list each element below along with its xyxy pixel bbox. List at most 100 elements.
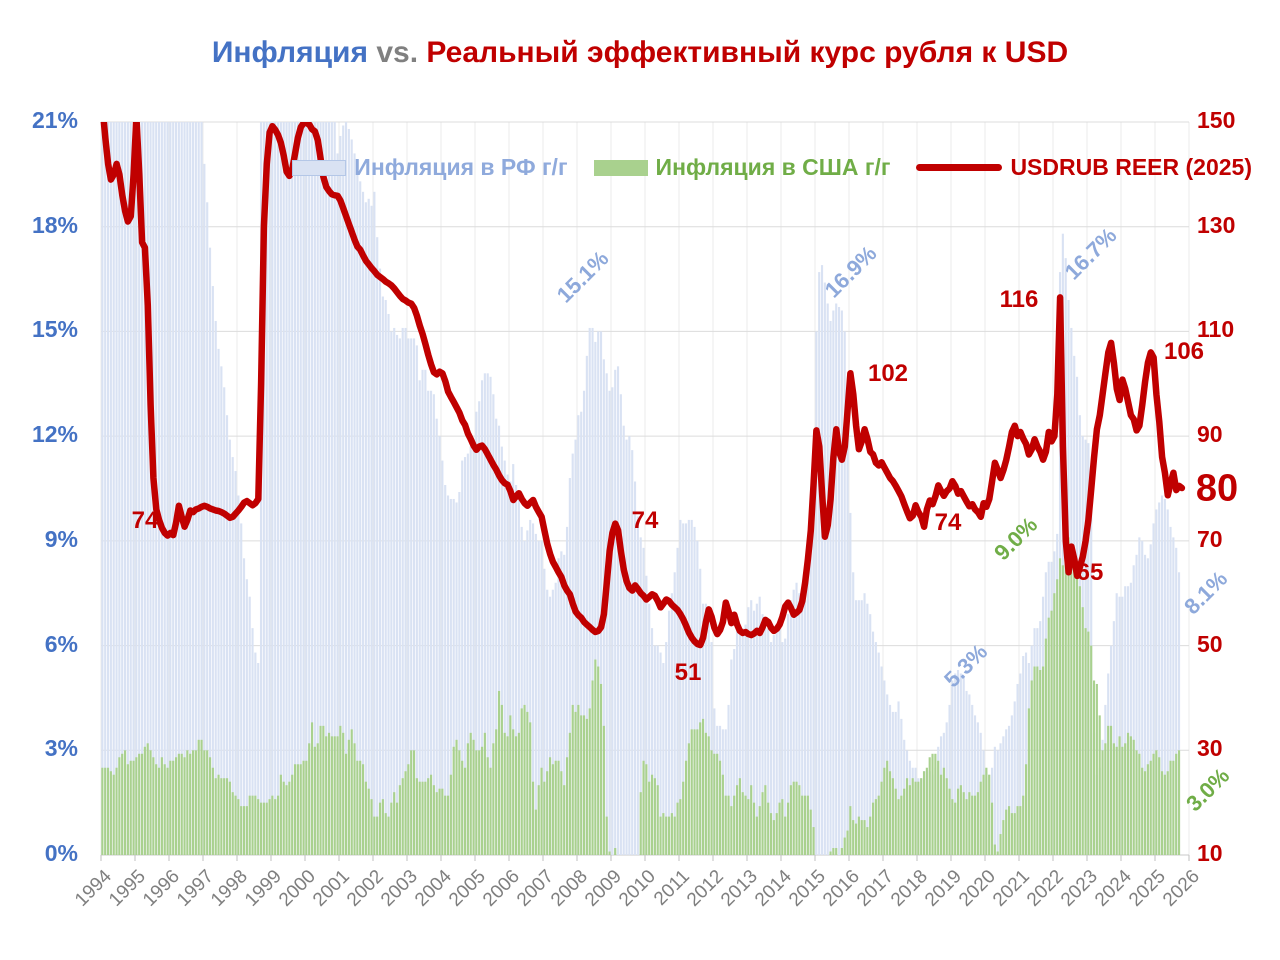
us-inflation-bar bbox=[415, 778, 418, 855]
rf-inflation-bar bbox=[832, 310, 835, 855]
rf-inflation-bar bbox=[543, 568, 546, 855]
us-inflation-bar bbox=[472, 739, 475, 855]
rf-inflation-bar bbox=[775, 628, 778, 855]
rf-inflation-bar bbox=[223, 387, 226, 855]
rf-inflation-bar bbox=[344, 122, 348, 855]
rf-inflation-bar bbox=[517, 498, 520, 855]
us-inflation-bar bbox=[1101, 750, 1104, 855]
us-inflation-bar bbox=[118, 757, 121, 855]
rf-inflation-bar bbox=[1124, 586, 1127, 855]
us-inflation-bar bbox=[1169, 760, 1172, 855]
us-inflation-bar bbox=[291, 774, 294, 855]
us-inflation-bar bbox=[248, 795, 251, 855]
rf-inflation-bar bbox=[180, 122, 183, 855]
rf-inflation-bar bbox=[452, 498, 455, 855]
rf-inflation-bar bbox=[769, 642, 773, 855]
rf-inflation-bar bbox=[684, 523, 688, 855]
rf-inflation-bar bbox=[597, 331, 600, 855]
rf-inflation-bar bbox=[1138, 537, 1141, 855]
rf-inflation-bar bbox=[1166, 509, 1169, 855]
us-inflation-bar bbox=[993, 844, 996, 855]
rf-inflation-bar bbox=[727, 704, 730, 855]
rf-inflation-bar bbox=[160, 122, 163, 855]
rf-inflation-bar bbox=[237, 495, 240, 855]
us-inflation-bar bbox=[1172, 760, 1175, 855]
rf-inflation-bar bbox=[820, 265, 824, 856]
rf-inflation-bar bbox=[194, 122, 197, 855]
us-inflation-bar bbox=[534, 809, 537, 855]
us-inflation-bar bbox=[1160, 771, 1164, 855]
rf-inflation-bar bbox=[548, 596, 552, 855]
us-inflation-bar bbox=[869, 816, 872, 855]
rf-inflation-bar bbox=[619, 394, 622, 855]
rf-inflation-bar bbox=[197, 122, 200, 855]
us-inflation-bar bbox=[582, 715, 586, 855]
us-inflation-bar bbox=[390, 802, 393, 855]
reer-line bbox=[100, 122, 1186, 649]
us-inflation-bar bbox=[537, 785, 540, 855]
rf-inflation-bar bbox=[418, 380, 421, 855]
rf-inflation-bar bbox=[390, 331, 393, 855]
us-inflation-bar bbox=[492, 743, 495, 855]
rf-inflation-bar bbox=[563, 554, 566, 855]
rf-inflation-bar bbox=[628, 436, 631, 855]
us-inflation-bar bbox=[1024, 764, 1028, 855]
us-inflation-bar bbox=[548, 757, 552, 855]
us-inflation-bar bbox=[1073, 565, 1076, 855]
us-inflation-bar bbox=[364, 781, 367, 855]
us-inflation-bar bbox=[160, 757, 163, 855]
right-axis-tick: 130 bbox=[1197, 211, 1236, 238]
us-inflation-bar bbox=[254, 795, 257, 855]
rf-inflation-bar bbox=[186, 122, 189, 855]
us-inflation-bar bbox=[427, 778, 430, 855]
rf-inflation-bar bbox=[1112, 621, 1115, 855]
us-inflation-bar bbox=[1084, 628, 1087, 855]
us-inflation-bar bbox=[1013, 813, 1016, 855]
rf-inflation-bar bbox=[288, 122, 291, 855]
rf-inflation-bar bbox=[342, 125, 345, 855]
us-inflation-bar bbox=[588, 708, 591, 855]
rf-inflation-bar bbox=[172, 122, 175, 855]
us-inflation-bar bbox=[908, 785, 911, 855]
us-inflation-bar bbox=[228, 781, 231, 855]
rf-inflation-bar bbox=[200, 122, 203, 855]
us-inflation-bar bbox=[276, 795, 280, 855]
us-inflation-bar bbox=[455, 739, 458, 855]
us-inflation-bar bbox=[894, 788, 897, 855]
rf-inflation-bar bbox=[143, 122, 146, 855]
rf-inflation-bar bbox=[319, 122, 322, 855]
rf-inflation-bar bbox=[475, 411, 478, 855]
rf-inflation-bar bbox=[616, 366, 620, 855]
us-inflation-bar bbox=[322, 725, 325, 855]
rf-inflation-bar bbox=[500, 446, 503, 855]
us-inflation-bar bbox=[135, 757, 138, 855]
us-inflation-bar bbox=[687, 743, 690, 855]
us-inflation-bar bbox=[503, 732, 506, 855]
rf-inflation-bar bbox=[806, 565, 809, 855]
rf-inflation-bar bbox=[750, 600, 753, 855]
rf-inflation-bar bbox=[466, 453, 469, 855]
us-inflation-bar bbox=[1163, 774, 1166, 855]
rf-inflation-bar bbox=[486, 373, 489, 855]
us-inflation-bar bbox=[852, 820, 855, 855]
rf-inflation-bar bbox=[163, 122, 166, 855]
rf-inflation-bar bbox=[976, 722, 979, 855]
rf-inflation-bar bbox=[829, 320, 832, 855]
us-inflation-bar bbox=[744, 795, 747, 855]
us-inflation-bar bbox=[707, 736, 710, 855]
rf-inflation-bar bbox=[738, 628, 741, 855]
us-inflation-bar bbox=[676, 802, 679, 855]
us-inflation-bar bbox=[1107, 725, 1110, 855]
us-inflation-bar bbox=[886, 760, 889, 855]
us-inflation-bar bbox=[1129, 736, 1132, 855]
us-inflation-bar bbox=[512, 729, 515, 855]
rf-inflation-bar bbox=[959, 673, 962, 855]
rf-inflation-bar bbox=[106, 122, 110, 855]
rf-inflation-bar bbox=[614, 369, 617, 855]
us-inflation-bar bbox=[1109, 725, 1113, 855]
rf-inflation-bar bbox=[327, 122, 331, 855]
us-inflation-bar bbox=[313, 746, 316, 855]
us-inflation-bar bbox=[106, 767, 110, 855]
rf-inflation-bar bbox=[361, 191, 365, 856]
